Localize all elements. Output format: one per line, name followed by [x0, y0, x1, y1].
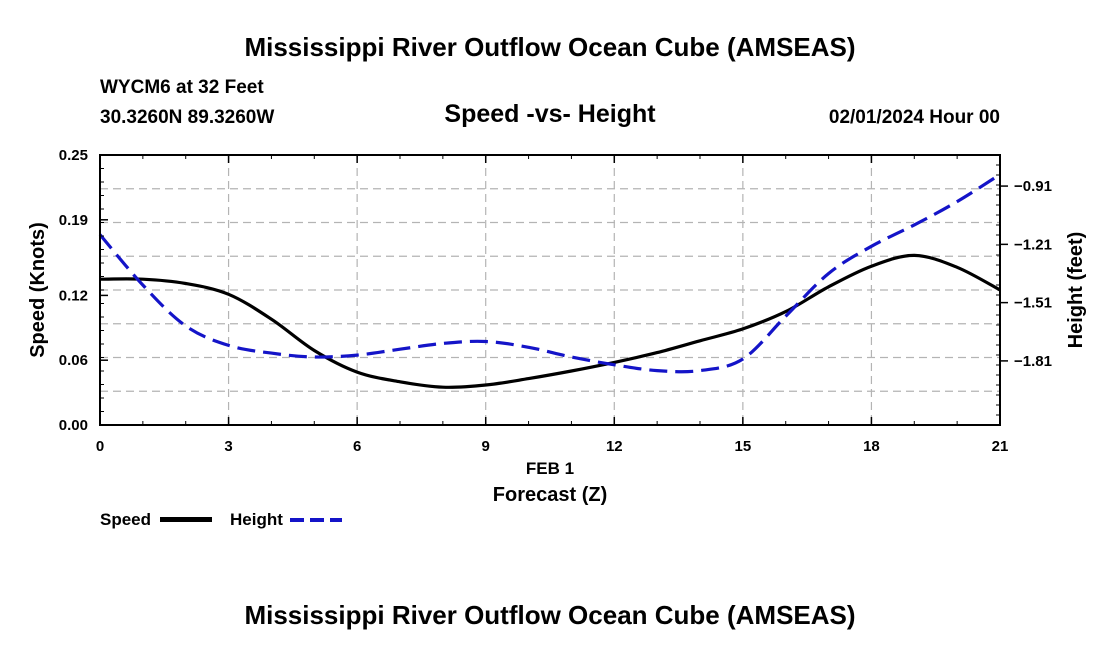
legend-speed-swatch: [160, 517, 212, 522]
y-left-tick-label: 0.12: [59, 287, 88, 304]
y-left-tick-label: 0.19: [59, 212, 88, 229]
y-left-tick-label: 0.25: [59, 147, 88, 164]
footer-title: Mississippi River Outflow Ocean Cube (AM…: [244, 600, 856, 630]
legend-speed-label: Speed: [100, 510, 152, 529]
y-left-tick-label: 0.06: [59, 352, 88, 369]
x-tick-label: 3: [224, 438, 232, 455]
axis-ticks: [99, 154, 1008, 426]
x-tick-label: 21: [992, 438, 1009, 455]
legend-height-label: Height: [230, 510, 283, 529]
y-right-tick-label: −1.51: [1014, 295, 1052, 312]
y-left-axis-title: Speed (Knots): [27, 222, 49, 358]
axis-labels: 0 3 6 9 12 15 18 21 0.00 0.06 0.12 0.19 0.25 −0.91 −1.…: [27, 147, 1087, 506]
legend-height-swatch: [290, 518, 342, 522]
x-axis-title: Forecast (Z): [493, 484, 607, 506]
y-right-tick-label: −0.91: [1014, 178, 1052, 195]
x-date-label: FEB 1: [526, 459, 574, 478]
y-right-tick-label: −1.21: [1014, 236, 1052, 253]
chart-subtitle: Speed -vs- Height: [444, 100, 656, 128]
x-tick-label: 12: [606, 438, 623, 455]
chart-title: Mississippi River Outflow Ocean Cube (AM…: [244, 32, 856, 62]
x-tick-label: 0: [96, 438, 104, 455]
coordinates-label: 30.3260N 89.3260W: [100, 107, 275, 128]
y-right-axis-title: Height (feet): [1065, 232, 1087, 349]
datetime-label: 02/01/2024 Hour 00: [828, 107, 1000, 128]
x-tick-label: 15: [735, 438, 752, 455]
x-tick-label: 18: [863, 438, 880, 455]
speed-height-chart: 0 3 6 9 12 15 18 21 0.00 0.06 0.12 0.19 0.25 −0.91 −1.…: [27, 147, 1087, 506]
series-line-height: [98, 173, 1001, 374]
y-right-tick-label: −1.81: [1014, 353, 1052, 370]
x-tick-label: 9: [482, 438, 490, 455]
x-tick-label: 6: [353, 438, 361, 455]
grid-lines: [100, 155, 1000, 425]
series-line-speed: [99, 253, 1001, 389]
station-label: WYCM6 at 32 Feet: [100, 77, 264, 98]
y-left-tick-label: 0.00: [59, 417, 88, 434]
series-layer: [98, 173, 1001, 389]
